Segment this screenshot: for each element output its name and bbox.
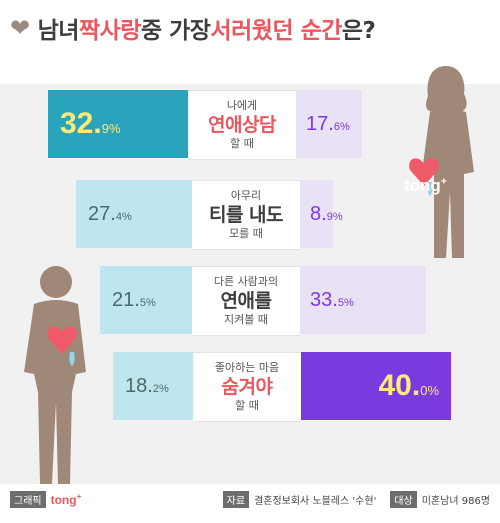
right-bar: 8.9% (300, 180, 343, 248)
woman-figure-illustration (409, 66, 474, 258)
category-bottom-text: 할 때 (235, 399, 259, 412)
right-bar: 40.0% (301, 352, 451, 420)
right-bar: 17.6% (296, 90, 362, 158)
category-top-text: 나에게 (226, 99, 258, 112)
right-value-label: 33.5% (310, 288, 354, 311)
category-bottom-text: 할 때 (230, 137, 254, 150)
graphic-tag: 그래픽 (10, 490, 46, 508)
left-value-label: 32.9% (60, 107, 121, 140)
brand-logo: tong+ (50, 491, 82, 507)
left-bar: 18.2% (113, 352, 193, 420)
left-value-label: 27.4% (88, 202, 132, 225)
category-bottom-text: 지켜볼 때 (224, 313, 268, 326)
footer: 그래픽 tong+ 자료 결혼정보회사 노블레스 '수현' 대상 미혼남녀 98… (10, 490, 490, 508)
category-top-text: 다른 사람과의 (213, 275, 279, 288)
category-main-text: 연애를 (220, 290, 272, 312)
left-bar: 21.5% (100, 266, 192, 334)
page-title: ❤ 남녀 짝사랑 중 가장 서러웠던 순간 은? (10, 8, 490, 48)
category-main-text: 티를 내도 (208, 204, 284, 226)
source-text: 결혼정보회사 노블레스 '수현' (254, 495, 377, 507)
target-tag: 대상 (390, 490, 417, 508)
title-part5: 은? (341, 18, 376, 44)
left-bar: 27.4% (76, 180, 192, 248)
title-part1: 남녀 (37, 18, 80, 44)
category-top-text: 아무리 (230, 189, 262, 202)
left-bar: 32.9% (48, 90, 188, 158)
title-part2: 짝사랑 (78, 18, 141, 44)
left-value-label: 18.2% (125, 374, 169, 397)
target-text: 미혼남녀 986명 (421, 495, 490, 507)
right-value-label: 8.9% (310, 202, 343, 225)
right-bar: 33.5% (300, 266, 426, 334)
tong-watermark: tong+ (404, 176, 447, 195)
right-value-label: 17.6% (306, 112, 350, 135)
title-part4: 서러웠던 순간 (210, 18, 342, 44)
heart-icon: ❤ (10, 14, 30, 42)
source-tag: 자료 (222, 490, 250, 508)
category-main-text: 숨겨야 (221, 376, 273, 398)
category-bottom-text: 모를 때 (229, 227, 263, 240)
category-top-text: 좋아하는 마음 (214, 361, 280, 374)
title-part3: 중 가장 (140, 18, 211, 44)
left-value-label: 21.5% (112, 288, 156, 311)
category-main-text: 연애상담 (208, 114, 276, 136)
right-value-label: 40.0% (378, 369, 439, 402)
man-figure-illustration (24, 266, 86, 484)
